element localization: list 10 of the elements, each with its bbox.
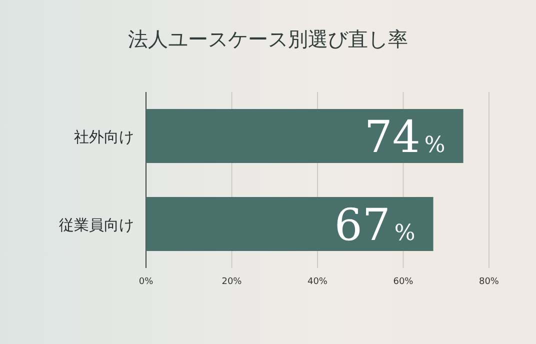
y-tick-label: 従業員向け <box>59 216 134 234</box>
chart-title: 法人ユースケース別選び直し率 <box>128 27 408 51</box>
data-label: 67% <box>334 200 416 251</box>
data-label: 74% <box>364 112 446 163</box>
x-tick-label: 80% <box>478 277 500 287</box>
x-tick-label: 40% <box>307 277 328 287</box>
x-tick-label: 60% <box>393 277 414 287</box>
x-tick-label: 0% <box>138 277 154 287</box>
y-tick-label: 社外向け <box>74 128 134 146</box>
x-tick-label: 20% <box>222 277 242 287</box>
